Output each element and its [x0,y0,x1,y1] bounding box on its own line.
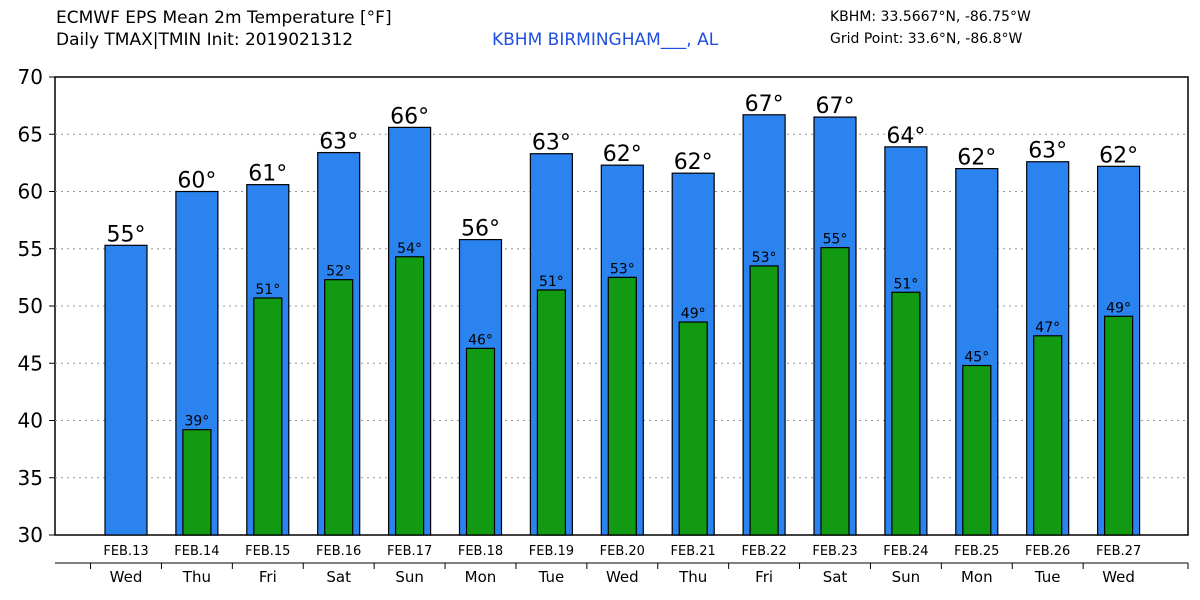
tmin-bar [536,289,567,536]
x-date-label: FEB.16 [316,544,361,559]
tmin-label: 49° [681,306,706,322]
y-tick-label: 55 [18,237,43,261]
tmin-label: 53° [610,261,635,277]
tmax-label: 63° [319,130,358,155]
y-tick-label: 30 [18,523,43,547]
x-day-label: Fri [259,568,277,586]
tmin-label: 47° [1035,320,1060,336]
tmin-label: 46° [468,332,493,348]
tmax-label: 55° [107,222,146,247]
tmin-label: 51° [255,282,280,298]
x-day-label: Mon [465,568,497,586]
x-date-label: FEB.26 [1025,544,1070,559]
x-day-label: Sun [395,568,424,586]
tmax-label: 62° [1099,143,1138,168]
tmax-label: 56° [461,217,500,242]
x-date-label: FEB.19 [529,544,574,559]
tmax-label: 67° [816,94,855,119]
x-day-label: Sat [823,568,848,586]
tmax-bar [104,244,148,536]
x-date-label: FEB.14 [174,544,219,559]
tmax-label: 66° [390,104,429,129]
tmin-label: 51° [893,276,918,292]
tmax-label: 60° [177,169,216,194]
chart-subtitle: Daily TMAX|TMIN Init: 2019021312 [56,30,354,50]
tmax-label: 61° [248,162,287,187]
y-tick-label: 70 [18,65,43,89]
x-date-label: FEB.24 [883,544,928,559]
x-date-label: FEB.13 [103,544,148,559]
tmin-label: 54° [397,241,422,257]
chart-title: ECMWF EPS Mean 2m Temperature [°F] [56,8,392,28]
tmax-label: 64° [886,124,925,149]
x-day-label: Sun [892,568,921,586]
x-day-label: Thu [678,568,707,586]
y-tick-label: 60 [18,180,43,204]
tmax-label: 63° [532,131,571,156]
y-tick-label: 35 [18,466,43,490]
x-date-label: FEB.23 [812,544,857,559]
tmin-bar [465,347,496,536]
tmin-label: 53° [752,250,777,266]
y-tick-label: 50 [18,294,43,318]
x-day-label: Wed [110,568,143,586]
tmax-label: 62° [603,142,642,167]
tmin-bar [1103,315,1134,536]
tmin-bar [182,429,212,536]
station-name: KBHM BIRMINGHAM___, AL [492,30,719,50]
tmin-bar [395,256,425,536]
x-date-label: FEB.20 [600,544,645,559]
tmin-bar [891,291,921,536]
x-day-label: Sat [326,568,351,586]
tmin-bar [962,364,992,536]
tmin-bar [749,265,779,536]
station-coords: KBHM: 33.5667°N, -86.75°W [830,9,1031,25]
tmax-label: 67° [745,92,784,117]
x-day-label: Wed [1102,568,1135,586]
x-date-label: FEB.18 [458,544,503,559]
tmin-label: 49° [1106,300,1131,316]
tmax-label: 62° [674,150,713,175]
tmax-label: 63° [1028,139,1067,164]
x-date-label: FEB.27 [1096,544,1141,559]
tmin-label: 52° [326,264,351,280]
x-day-label: Tue [1034,568,1061,586]
x-date-label: FEB.17 [387,544,432,559]
tmin-bar [607,276,637,536]
tmin-bar [253,297,283,536]
tmin-bar [678,321,708,536]
x-day-label: Tue [538,568,565,586]
y-tick-label: 45 [18,351,43,375]
x-day-label: Thu [182,568,211,586]
y-tick-label: 40 [18,409,43,433]
tmin-label: 39° [184,414,209,430]
y-tick-label: 65 [18,122,43,146]
x-date-label: FEB.22 [741,544,786,559]
x-day-label: Mon [961,568,993,586]
tmin-label: 55° [823,232,848,248]
tmin-bar [324,279,354,536]
x-day-label: Wed [606,568,639,586]
tmax-label: 62° [957,146,996,171]
x-date-label: FEB.21 [671,544,716,559]
tmin-bar [820,247,850,536]
tmin-bar [1033,335,1063,536]
x-date-label: FEB.15 [245,544,290,559]
x-date-label: FEB.25 [954,544,999,559]
grid-point-coords: Grid Point: 33.6°N, -86.8°W [830,31,1023,47]
x-day-label: Fri [755,568,773,586]
tmin-label: 45° [964,350,989,366]
tmin-label: 51° [539,274,564,290]
